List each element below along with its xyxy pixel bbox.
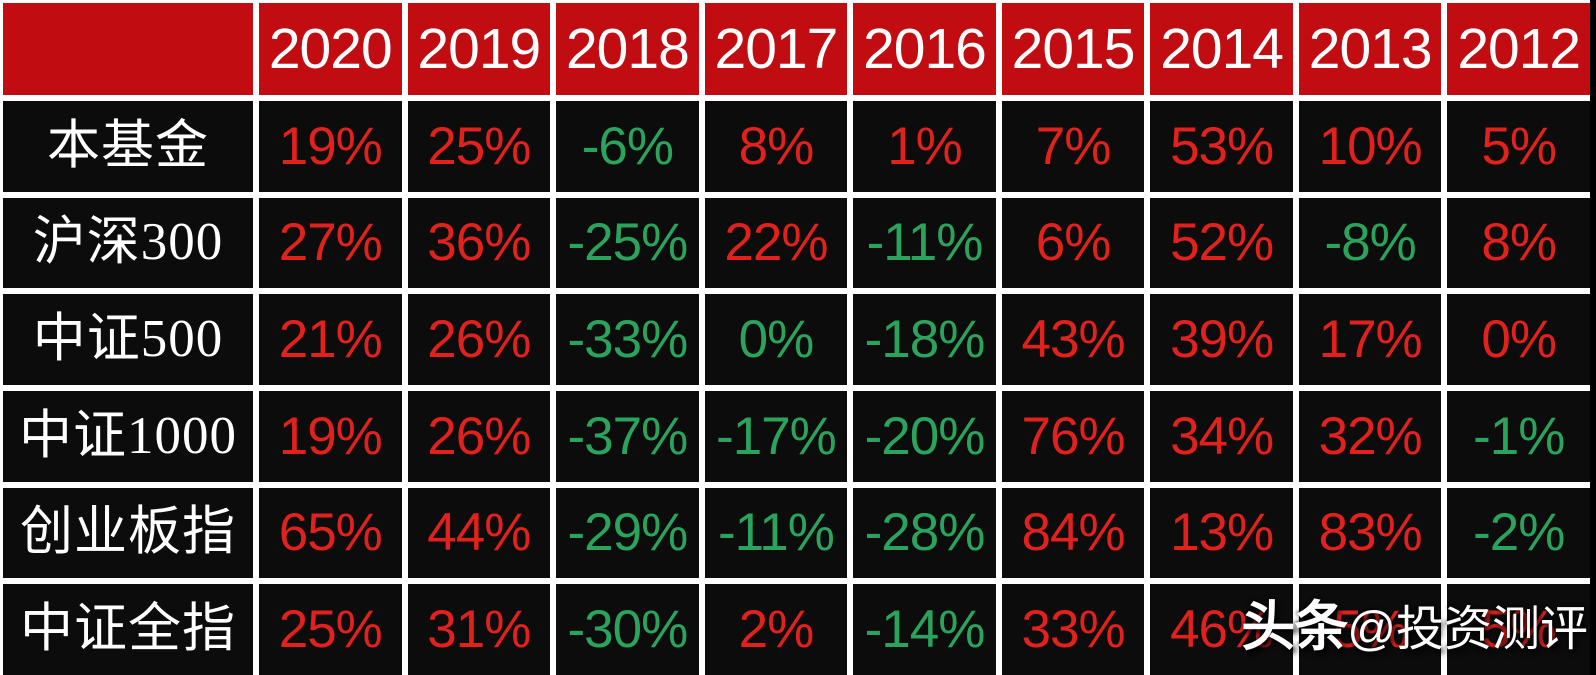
value-cell-5-2016: -14% bbox=[853, 584, 996, 675]
value-cell-1-2016: -11% bbox=[853, 197, 996, 289]
value-cell-2-2012: 0% bbox=[1447, 294, 1590, 385]
value-cell-2-2016: -18% bbox=[853, 294, 996, 385]
value-cell-2-2014: 39% bbox=[1150, 294, 1293, 385]
value-cell-0-2016: 1% bbox=[853, 101, 996, 192]
value-cell-1-2013: -8% bbox=[1298, 197, 1442, 289]
value-cell-3-2020: 19% bbox=[259, 390, 402, 482]
value-cell-5-2015: 33% bbox=[1001, 584, 1145, 675]
value-cell-0-2017: 8% bbox=[704, 101, 848, 192]
year-header-2019: 2019 bbox=[407, 3, 551, 95]
value-cell-5-2014: 46% bbox=[1150, 584, 1293, 675]
value-cell-5-2012: 5% bbox=[1447, 584, 1590, 675]
value-cell-3-2018: -37% bbox=[556, 390, 699, 482]
value-cell-3-2019: 26% bbox=[407, 390, 551, 482]
value-cell-3-2016: -20% bbox=[853, 390, 996, 482]
value-cell-5-2019: 31% bbox=[407, 584, 551, 675]
value-cell-4-2020: 65% bbox=[259, 487, 402, 579]
value-cell-3-2012: -1% bbox=[1447, 390, 1590, 482]
value-cell-2-2019: 26% bbox=[407, 294, 551, 385]
year-header-2020: 2020 bbox=[259, 3, 402, 95]
value-cell-2-2013: 17% bbox=[1298, 294, 1442, 385]
row-label-3: 中证1000 bbox=[3, 390, 253, 482]
value-cell-5-2018: -30% bbox=[556, 584, 699, 675]
row-label-5: 中证全指 bbox=[3, 584, 253, 675]
row-label-4: 创业板指 bbox=[3, 487, 253, 579]
value-cell-0-2018: -6% bbox=[556, 101, 699, 192]
row-label-1: 沪深300 bbox=[3, 197, 253, 289]
value-cell-1-2015: 6% bbox=[1001, 197, 1145, 289]
row-label-0: 本基金 bbox=[3, 101, 253, 192]
year-header-2013: 2013 bbox=[1298, 3, 1442, 95]
value-cell-2-2017: 0% bbox=[704, 294, 848, 385]
corner-cell bbox=[3, 3, 253, 95]
value-cell-3-2014: 34% bbox=[1150, 390, 1293, 482]
watermark: 头条@投资测评 bbox=[1241, 582, 1588, 661]
value-cell-3-2013: 32% bbox=[1298, 390, 1442, 482]
value-cell-1-2020: 27% bbox=[259, 197, 402, 289]
value-cell-3-2017: -17% bbox=[704, 390, 848, 482]
watermark-handle: @投资测评 bbox=[1347, 603, 1588, 656]
value-cell-4-2019: 44% bbox=[407, 487, 551, 579]
year-header-2016: 2016 bbox=[853, 3, 996, 95]
watermark-brand: 头条 bbox=[1241, 597, 1348, 657]
value-cell-2-2015: 43% bbox=[1001, 294, 1145, 385]
value-cell-1-2019: 36% bbox=[407, 197, 551, 289]
value-cell-5-2020: 25% bbox=[259, 584, 402, 675]
value-cell-1-2012: 8% bbox=[1447, 197, 1590, 289]
returns-table-grid: 2020 2019 2018 2017 2016 2015 2014 2013 2012 本基金 1… bbox=[3, 3, 1590, 675]
year-header-2014: 2014 bbox=[1150, 3, 1293, 95]
value-cell-0-2020: 19% bbox=[259, 101, 402, 192]
year-header-2018: 2018 bbox=[556, 3, 699, 95]
value-cell-5-2017: 2% bbox=[704, 584, 848, 675]
value-cell-1-2018: -25% bbox=[556, 197, 699, 289]
value-cell-1-2014: 52% bbox=[1150, 197, 1293, 289]
value-cell-5-2013: 5% bbox=[1298, 584, 1442, 675]
value-cell-3-2015: 76% bbox=[1001, 390, 1145, 482]
value-cell-4-2014: 13% bbox=[1150, 487, 1293, 579]
value-cell-0-2019: 25% bbox=[407, 101, 551, 192]
value-cell-0-2015: 7% bbox=[1001, 101, 1145, 192]
value-cell-4-2013: 83% bbox=[1298, 487, 1442, 579]
value-cell-0-2013: 10% bbox=[1298, 101, 1442, 192]
row-label-2: 中证500 bbox=[3, 294, 253, 385]
year-header-2015: 2015 bbox=[1001, 3, 1145, 95]
value-cell-4-2018: -29% bbox=[556, 487, 699, 579]
value-cell-2-2018: -33% bbox=[556, 294, 699, 385]
value-cell-4-2012: -2% bbox=[1447, 487, 1590, 579]
value-cell-1-2017: 22% bbox=[704, 197, 848, 289]
value-cell-4-2017: -11% bbox=[704, 487, 848, 579]
year-header-2012: 2012 bbox=[1447, 3, 1590, 95]
value-cell-4-2016: -28% bbox=[853, 487, 996, 579]
value-cell-0-2012: 5% bbox=[1447, 101, 1590, 192]
value-cell-4-2015: 84% bbox=[1001, 487, 1145, 579]
year-header-2017: 2017 bbox=[704, 3, 848, 95]
value-cell-0-2014: 53% bbox=[1150, 101, 1293, 192]
value-cell-2-2020: 21% bbox=[259, 294, 402, 385]
